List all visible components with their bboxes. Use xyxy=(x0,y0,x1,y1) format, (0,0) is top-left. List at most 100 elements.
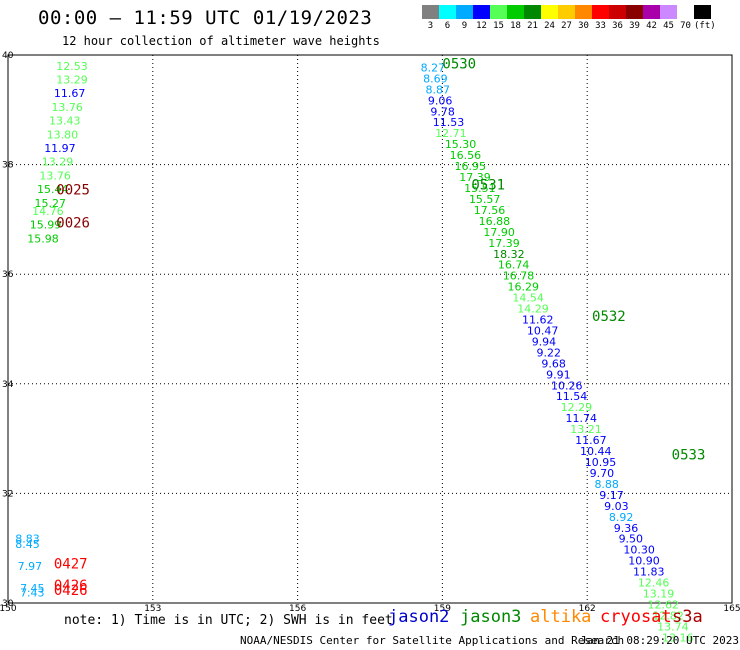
wave-height-value: 18.32 xyxy=(493,248,524,261)
y-tick-label: 34 xyxy=(2,380,14,390)
wave-height-value: 8.83 xyxy=(15,533,39,546)
x-tick-label: 159 xyxy=(434,604,451,614)
colorbar-label: 70 xyxy=(680,21,691,31)
wave-height-value: 7.97 xyxy=(18,560,43,573)
wave-height-value: 11.62 xyxy=(522,314,554,327)
wave-height-value: 16.95 xyxy=(454,160,486,173)
wave-height-value: 13.76 xyxy=(51,101,83,114)
y-tick-label: 30 xyxy=(2,599,14,609)
wave-height-value: 16.29 xyxy=(508,281,540,294)
x-tick-label: 165 xyxy=(723,604,740,614)
colorbar-swatch xyxy=(558,5,575,19)
pass-time-label: 0530 xyxy=(442,57,476,73)
colorbar-label: 15 xyxy=(493,21,504,31)
pass-time-label: 0532 xyxy=(592,309,626,325)
colorbar-swatch xyxy=(660,5,677,19)
colorbar-swatch xyxy=(677,5,694,19)
pass-time-label: 0427 xyxy=(54,556,88,572)
colorbar-label: 6 xyxy=(444,21,451,31)
colorbar-labels: 3 6 9 12 15 18 21 24 27 30 33 36 39 42 45 70 (ft) xyxy=(422,21,716,31)
wave-height-value: 13.43 xyxy=(49,115,81,128)
colorbar-swatch xyxy=(473,5,490,19)
wave-height-value: 17.56 xyxy=(474,204,506,217)
legend-jason2: jason2 xyxy=(388,607,450,627)
wave-height-value: 8.45 xyxy=(15,538,39,551)
wave-height-value: 15.30 xyxy=(445,138,477,151)
colorbar-swatch xyxy=(524,5,541,19)
wave-height-value: 15.99 xyxy=(30,219,62,232)
colorbar-label: 24 xyxy=(544,21,555,31)
wave-height-value: 13.16 xyxy=(662,631,694,644)
wave-height-value: 12.29 xyxy=(561,401,593,414)
colorbar-label: 36 xyxy=(612,21,623,31)
colorbar-label: 27 xyxy=(561,21,572,31)
colorbar-label: 39 xyxy=(629,21,640,31)
wave-height-value: 11.83 xyxy=(633,566,665,579)
wave-height-value: 7.45 xyxy=(20,582,45,595)
map-frame xyxy=(7,54,733,604)
legend-cryosat: cryosat xyxy=(600,607,672,627)
colorbar-swatch xyxy=(541,5,558,19)
y-tick-label: 38 xyxy=(2,161,14,171)
wave-height-value: 10.30 xyxy=(623,544,655,557)
legend-s3a: s3a xyxy=(672,607,703,627)
wave-height-value: 13.19 xyxy=(643,588,675,601)
legend-altika: altika xyxy=(530,607,592,627)
wave-height-value: 16.88 xyxy=(479,215,511,228)
wave-height-value: 8.88 xyxy=(594,478,619,491)
wave-height-value: 9.70 xyxy=(590,467,615,480)
wave-height-value: 17.39 xyxy=(488,237,519,250)
wave-height-value: 7.43 xyxy=(20,586,45,599)
colorbar-swatch xyxy=(456,5,473,19)
colorbar-swatch xyxy=(643,5,660,19)
wave-height-value: 12.46 xyxy=(638,577,670,590)
wave-height-value: 13.29 xyxy=(56,73,87,86)
wave-height-value: 12.53 xyxy=(56,60,87,73)
wave-height-value: 9.68 xyxy=(541,357,566,370)
wave-height-value: 8.87 xyxy=(426,83,451,96)
wave-height-value: 8.92 xyxy=(609,511,634,524)
wave-height-value: 10.90 xyxy=(628,555,660,568)
y-tick-label: 32 xyxy=(2,489,13,499)
colorbar-label: 30 xyxy=(578,21,589,31)
footnote: note: 1) Time is in UTC; 2) SWH is in fe… xyxy=(64,613,393,628)
colorbar-swatch xyxy=(422,5,439,19)
wave-height-value: 11.74 xyxy=(565,412,597,425)
wave-height-value: 10.47 xyxy=(527,324,559,337)
colorbar-swatch xyxy=(490,5,507,19)
wave-height-value: 11.67 xyxy=(575,434,607,447)
wave-height-value: 13.80 xyxy=(47,128,79,141)
wave-height-value: 17.39 xyxy=(459,171,491,184)
colorbar-label: 45 xyxy=(663,21,674,31)
wave-height-value: 12.62 xyxy=(648,598,680,611)
wave-height-value: 13.29 xyxy=(42,156,74,169)
colorbar-swatch xyxy=(626,5,643,19)
wave-height-value: 14.54 xyxy=(512,292,544,305)
wave-height-value: 9.06 xyxy=(428,94,453,107)
pass-time-label: 0531 xyxy=(471,177,505,193)
wave-height-value: 9.17 xyxy=(599,489,624,502)
pass-time-label: 0025 xyxy=(56,183,90,199)
wave-height-value: 15.98 xyxy=(27,232,59,245)
wave-height-value: 17.90 xyxy=(483,226,514,239)
colorbar-swatch xyxy=(575,5,592,19)
wave-height-value: 9.50 xyxy=(619,533,644,546)
legend-jason3: jason3 xyxy=(460,607,522,627)
page-title: 00:00 – 11:59 UTC 01/19/2023 xyxy=(38,7,373,29)
x-tick-label: 153 xyxy=(144,604,161,614)
footer-credit: NOAA/NESDIS Center for Satellite Applica… xyxy=(240,634,625,647)
colorbar-label: 18 xyxy=(510,21,521,31)
pass-time-label: 0533 xyxy=(672,447,706,463)
footer-timestamp: Jan 21 08:29:20 UTC 2023 xyxy=(580,634,739,647)
wave-height-value: 10.26 xyxy=(551,379,583,392)
y-tick-label: 40 xyxy=(2,51,14,61)
wave-height-value: 10.95 xyxy=(585,456,617,469)
wave-height-value: 11.54 xyxy=(556,390,588,403)
colorbar-label: 3 xyxy=(427,21,434,31)
x-tick-label: 162 xyxy=(579,604,596,614)
colorbar-label: 33 xyxy=(595,21,606,31)
wave-height-value: 13.76 xyxy=(39,169,71,182)
colorbar-swatch xyxy=(507,5,524,19)
wave-height-value: 14.29 xyxy=(517,303,549,316)
